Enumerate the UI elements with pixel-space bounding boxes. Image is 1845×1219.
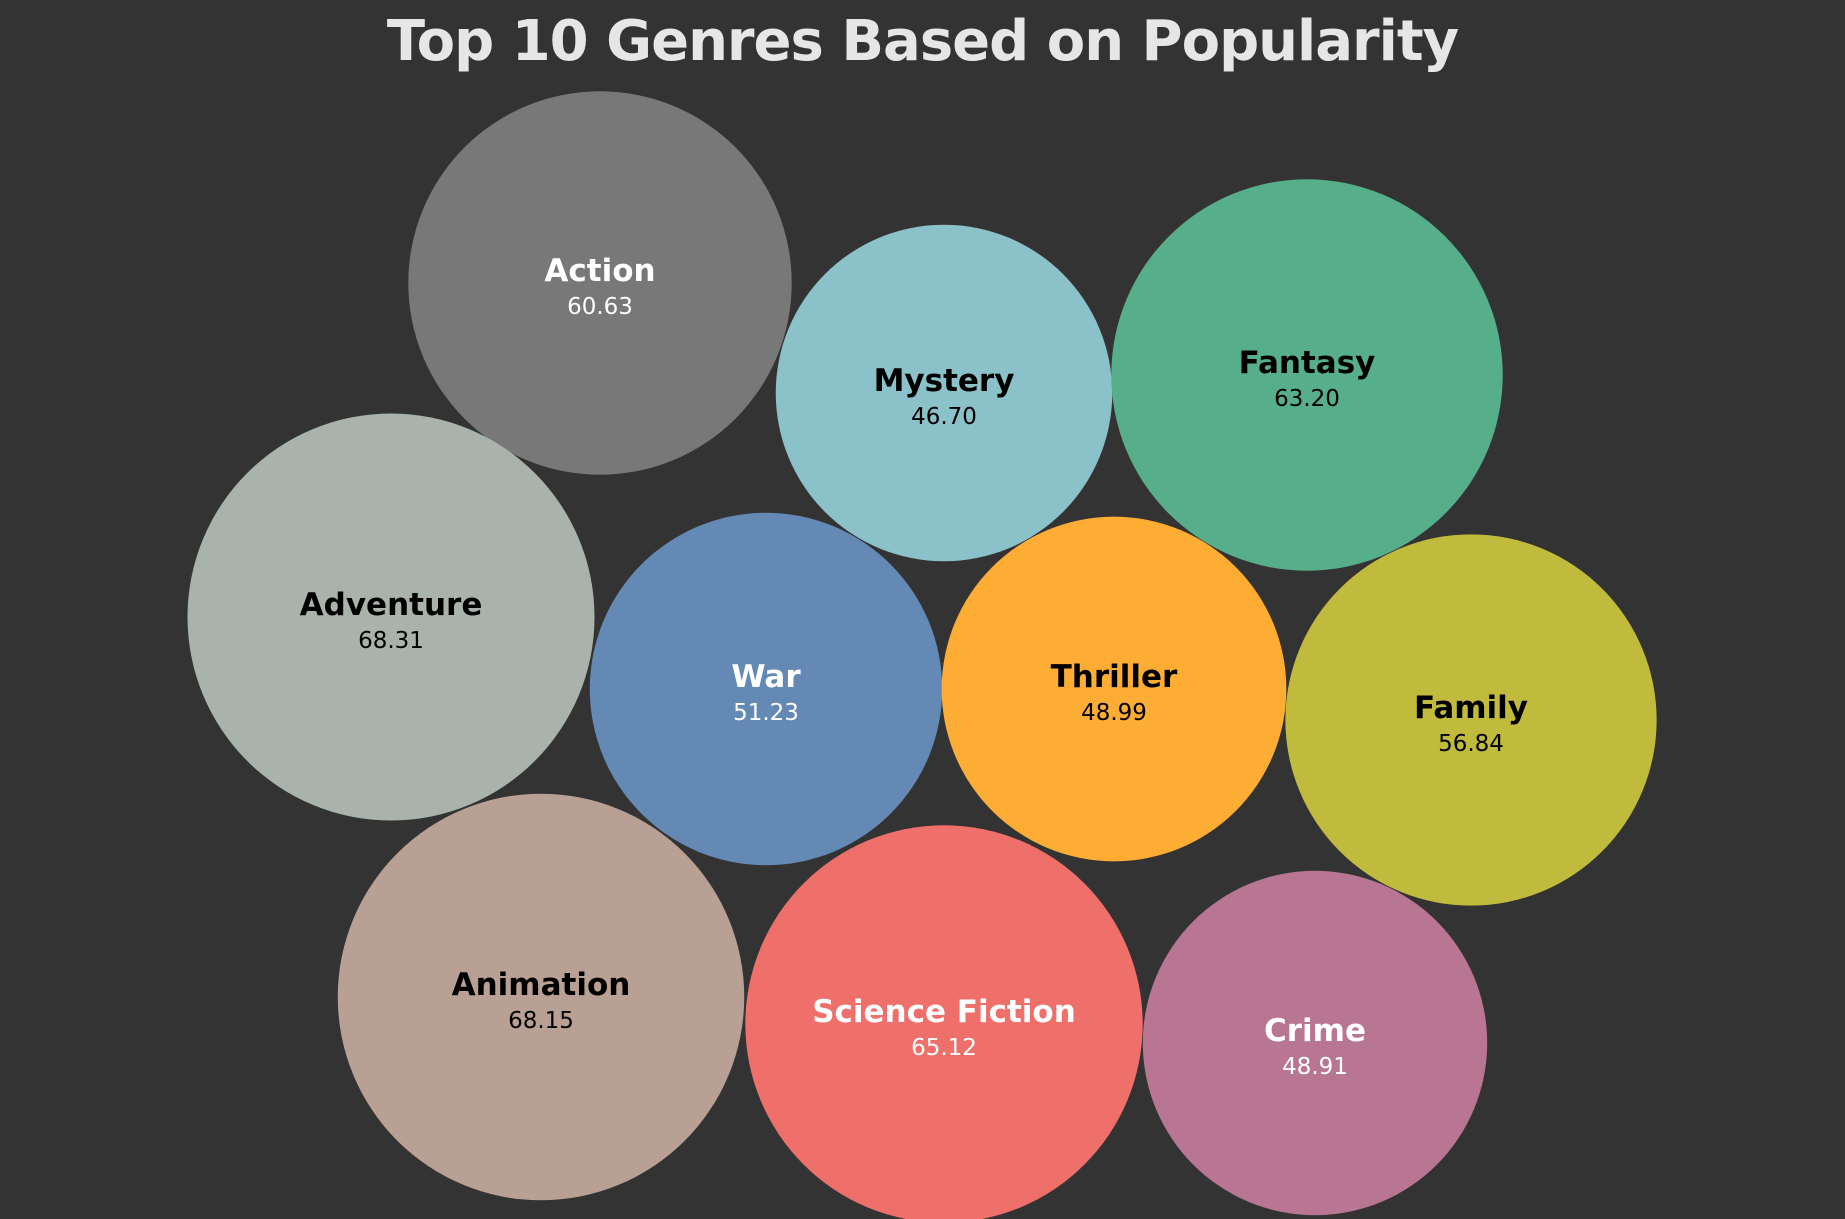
bubble-circle-science-fiction xyxy=(745,825,1143,1219)
bubble-fantasy: Fantasy 63.20 xyxy=(1111,179,1503,571)
bubble-label-family: Family xyxy=(1414,690,1528,726)
bubble-circle-action xyxy=(408,91,792,475)
bubble-adventure: Adventure 68.31 xyxy=(187,413,595,821)
bubble-circle-adventure xyxy=(187,413,595,821)
chart-title: Top 10 Genres Based on Popularity xyxy=(386,9,1459,74)
bubble-circle-thriller xyxy=(941,516,1287,862)
bubble-label-science-fiction: Science Fiction xyxy=(812,994,1076,1030)
bubble-circle-fantasy xyxy=(1111,179,1503,571)
bubble-circle-crime xyxy=(1142,870,1488,1216)
bubble-value-fantasy: 63.20 xyxy=(1274,386,1340,412)
bubble-value-thriller: 48.99 xyxy=(1081,700,1147,726)
bubble-circle-war xyxy=(589,512,943,866)
bubble-science-fiction: Science Fiction 65.12 xyxy=(745,825,1143,1219)
bubble-crime: Crime 48.91 xyxy=(1142,870,1488,1216)
bubble-circle-animation xyxy=(337,793,745,1201)
bubble-thriller: Thriller 48.99 xyxy=(941,516,1287,862)
bubble-circle-family xyxy=(1285,534,1657,906)
bubble-value-adventure: 68.31 xyxy=(358,628,424,654)
bubble-value-war: 51.23 xyxy=(733,700,799,726)
bubble-circle-mystery xyxy=(775,224,1113,562)
bubble-label-action: Action xyxy=(544,253,655,289)
bubble-value-family: 56.84 xyxy=(1438,731,1504,757)
bubble-mystery: Mystery 46.70 xyxy=(775,224,1113,562)
bubble-value-crime: 48.91 xyxy=(1282,1054,1348,1080)
bubble-label-animation: Animation xyxy=(452,967,631,1003)
bubble-label-crime: Crime xyxy=(1264,1013,1366,1049)
bubble-label-thriller: Thriller xyxy=(1051,659,1178,695)
bubble-value-action: 60.63 xyxy=(567,294,633,320)
bubble-value-mystery: 46.70 xyxy=(911,404,977,430)
bubble-war: War 51.23 xyxy=(589,512,943,866)
bubble-label-mystery: Mystery xyxy=(874,363,1015,399)
bubble-label-adventure: Adventure xyxy=(300,587,483,623)
bubble-value-animation: 68.15 xyxy=(508,1008,574,1034)
bubble-label-fantasy: Fantasy xyxy=(1239,345,1376,381)
bubble-animation: Animation 68.15 xyxy=(337,793,745,1201)
bubble-label-war: War xyxy=(731,659,801,695)
bubble-action: Action 60.63 xyxy=(408,91,792,475)
bubble-family: Family 56.84 xyxy=(1285,534,1657,906)
bubble-value-science-fiction: 65.12 xyxy=(911,1035,977,1061)
